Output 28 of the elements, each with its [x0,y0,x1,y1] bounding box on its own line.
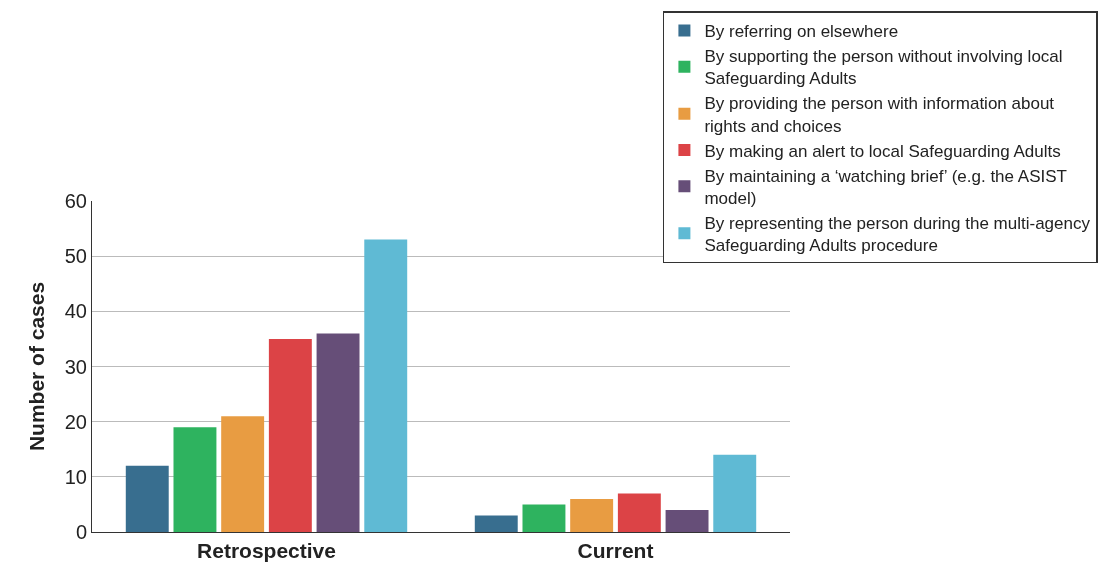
y-tick-label: 20 [64,410,87,433]
legend-label: By referring on elsewhere [704,22,899,42]
bar [474,515,518,532]
y-axis-title: Number of cases [24,281,48,452]
legend-label: By representing the person during the multi-agency Safeguarding Adults procedure [704,213,1091,256]
legend-label: By making an alert to local Safeguarding Adults [704,141,1061,161]
x-tick-label: Current [577,539,654,563]
legend-label: By providing the person with information about rights and choices [704,94,1055,136]
y-tick-label: 50 [64,245,87,268]
bar [617,493,661,532]
bar [522,504,566,532]
y-tick-label: 30 [64,355,87,378]
y-tick-label: 40 [64,300,87,323]
y-tick-label: 10 [64,465,87,488]
bar [713,454,757,532]
y-tick-label: 60 [64,190,87,212]
bar [316,333,360,532]
legend-label: By maintaining a ‘watching brief’ (e.g. the ASIST model) [704,166,1067,208]
bar [221,416,265,532]
legend-label: By supporting the person without involving local Safeguarding Adults [704,47,1063,89]
bar [665,509,709,532]
y-tick-label: 0 [75,521,87,543]
bar [125,465,169,532]
bar [364,239,408,532]
bar [570,498,614,532]
bar [173,427,217,532]
bar [268,338,312,532]
x-tick-label: Retrospective [197,539,336,563]
